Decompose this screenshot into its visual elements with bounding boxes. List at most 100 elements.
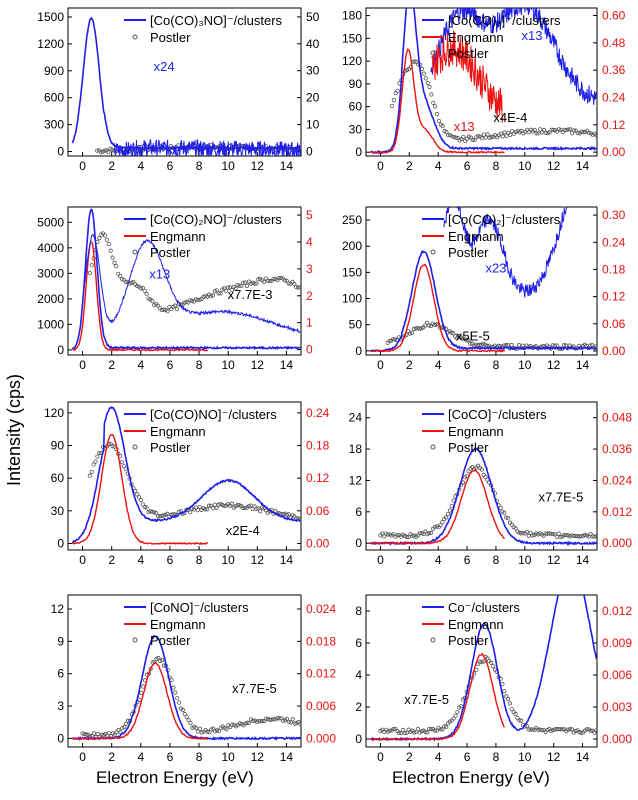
y2-tick-label: 0.003: [602, 700, 632, 714]
postler-point: [561, 342, 567, 348]
postler-point: [267, 717, 273, 722]
y-tick-label: 0: [57, 145, 64, 159]
y2-tick-label: 1: [306, 316, 313, 330]
postler-point: [180, 707, 185, 713]
postler-point: [229, 501, 234, 506]
x-tick-label: 6: [167, 750, 174, 764]
y-tick-label: 6: [355, 636, 362, 650]
postler-point: [404, 534, 409, 539]
postler-point: [429, 92, 434, 97]
y2-tick-label: 0.24: [306, 406, 330, 420]
y-tick-label: 0: [57, 731, 64, 745]
y-tick-label: 6: [57, 667, 64, 681]
legend-swatch-postler: [430, 50, 436, 56]
postler-point: [177, 700, 182, 705]
postler-point: [292, 721, 297, 726]
postler-point: [237, 721, 242, 726]
postler-point: [556, 531, 561, 536]
y2-tick-label: 0.30: [602, 208, 626, 222]
postler-point: [489, 134, 494, 139]
y-tick-label: 8: [355, 604, 362, 618]
postler-point: [225, 285, 231, 290]
postler-point: [224, 727, 229, 732]
y2-tick-label: 0.00: [306, 536, 330, 550]
y-tick-label: 120: [342, 54, 362, 68]
postler-point: [184, 299, 189, 304]
plot-area: [71, 16, 301, 156]
postler-point: [123, 279, 128, 285]
legend-label: Engmann: [150, 617, 206, 632]
postler-point: [535, 727, 541, 732]
postler-point: [161, 513, 166, 518]
main-series-line: [370, 595, 597, 742]
y-tick-label: 150: [342, 265, 362, 279]
postler-point: [464, 338, 469, 343]
legend-label-main: Co⁻/clusters: [448, 600, 520, 615]
postler-point: [524, 529, 529, 534]
y-tick-label: 1200: [37, 37, 64, 51]
postler-point: [280, 511, 286, 517]
postler-point: [97, 450, 102, 455]
x-tick-label: 12: [251, 750, 265, 764]
postler-point: [549, 728, 554, 733]
postler-point: [140, 502, 145, 507]
postler-point: [444, 130, 449, 135]
y2-tick-label: 0.18: [306, 439, 330, 453]
legend-swatch-postler: [132, 444, 138, 450]
postler-point: [214, 288, 219, 293]
postler-point: [95, 454, 100, 459]
engmann-series-line: [370, 263, 506, 353]
main-series-line: [71, 405, 301, 544]
y-tick-label: 6: [355, 505, 362, 519]
legend-label: Engmann: [448, 617, 504, 632]
engmann-series-line: [370, 652, 506, 741]
postler-point: [197, 726, 203, 731]
postler-point: [286, 719, 292, 725]
chart-panel-5: 0 2 4 6 8 10 12 14 0 30 60 90 120 0.00 0.06 0.12 0.18 0.2…: [44, 401, 330, 567]
postler-point: [91, 462, 96, 467]
x-tick-label: 0: [79, 159, 86, 173]
postler-point: [205, 729, 210, 734]
x-tick-label: 0: [377, 750, 384, 764]
x-tick-label: 10: [222, 159, 236, 173]
postler-point: [142, 504, 147, 510]
postler-point: [182, 711, 187, 717]
plot-area: [369, 446, 597, 546]
postler-point: [594, 534, 597, 539]
postler-point: [466, 469, 471, 474]
postler-point: [571, 128, 577, 133]
postler-point: [417, 326, 422, 331]
postler-point: [247, 720, 252, 725]
engmann-series-line: [369, 469, 505, 546]
postler-point: [297, 285, 301, 290]
postler-point: [288, 720, 293, 725]
postler-point: [566, 127, 571, 132]
postler-point: [140, 285, 145, 291]
postler-point: [275, 715, 280, 721]
postler-point: [505, 516, 511, 521]
legend-label-main: [Co(CO)₂]⁻/clusters: [448, 212, 561, 227]
legend-swatch-postler: [430, 637, 436, 643]
postler-point: [165, 511, 170, 516]
legend-label: Postler: [448, 440, 489, 455]
postler-point: [210, 293, 215, 298]
y2-tick-label: 0.012: [602, 604, 632, 618]
plot-frame: [67, 206, 302, 356]
y-tick-label: 1500: [37, 10, 64, 24]
postler-point: [582, 532, 588, 538]
postler-point: [444, 515, 449, 520]
postler-point: [451, 134, 457, 140]
postler-point: [108, 248, 113, 253]
postler-point: [449, 330, 454, 335]
postler-point: [567, 727, 573, 732]
postler-point: [502, 510, 507, 515]
postler-point: [218, 291, 223, 296]
y-tick-label: 200: [342, 239, 362, 253]
postler-point: [594, 133, 597, 138]
postler-point: [551, 531, 556, 537]
y-tick-label: 50: [349, 318, 363, 332]
postler-point: [106, 730, 112, 736]
y-tick-label: 600: [44, 91, 64, 105]
y-tick-label: 100: [342, 292, 362, 306]
postler-point: [106, 241, 111, 247]
